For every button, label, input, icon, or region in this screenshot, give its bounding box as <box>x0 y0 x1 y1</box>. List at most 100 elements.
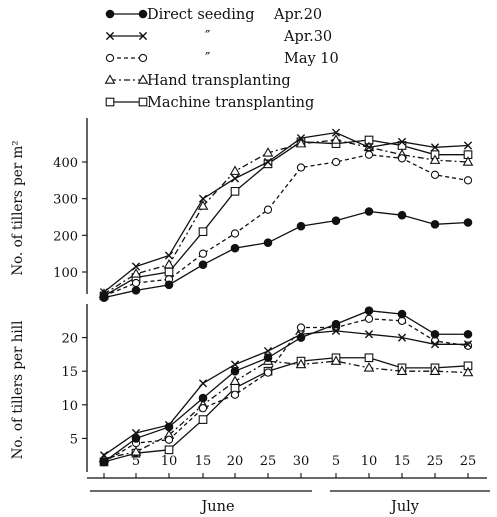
data-point <box>297 324 304 331</box>
panel-bottom: 5 10 15 20 No. of tillers per hill <box>10 304 472 472</box>
y-tick-label: 20 <box>61 332 78 347</box>
data-point <box>431 171 438 178</box>
legend-method: Direct seeding <box>147 7 254 23</box>
series-ds_apr20 <box>100 307 472 466</box>
data-point <box>464 330 472 338</box>
data-point <box>231 175 238 182</box>
series-ds_may10 <box>100 151 471 299</box>
x-tick-label: 25 <box>427 454 444 469</box>
data-point <box>365 208 373 216</box>
data-point <box>132 287 140 295</box>
data-point <box>231 167 240 175</box>
data-point <box>464 177 471 184</box>
data-point <box>165 281 173 289</box>
series-line <box>104 212 468 298</box>
series-machine <box>100 136 472 299</box>
data-point <box>231 367 239 375</box>
data-point <box>297 164 304 171</box>
y-tick-label: 15 <box>61 365 78 380</box>
legend: Direct seeding Apr.20″ Apr.30″ May 10Hand t… <box>106 7 339 111</box>
x-tick-label: 25 <box>460 454 477 469</box>
data-point <box>431 330 439 338</box>
series-ds_may10 <box>100 315 471 465</box>
x-tick-label: 25 <box>260 454 277 469</box>
panel-top: 100 200 300 400 No. of tillers per m² <box>10 118 472 301</box>
x-tick-label: 15 <box>195 454 212 469</box>
data-point <box>464 219 472 227</box>
series-machine <box>100 354 472 466</box>
x-tick-label: 5 <box>132 454 140 469</box>
data-point <box>199 394 207 402</box>
data-point <box>132 279 139 286</box>
x-tick-label: 15 <box>394 454 411 469</box>
legend-method: ″ <box>205 51 211 67</box>
data-point <box>165 260 174 268</box>
legend-date: Apr.20 <box>273 7 322 23</box>
series-line <box>104 155 468 296</box>
series-ds_apr20 <box>100 208 472 302</box>
legend-marker <box>106 54 113 61</box>
legend-entry-machine: Machine transplanting <box>106 95 314 111</box>
data-point <box>464 342 471 349</box>
data-point <box>165 268 173 276</box>
data-point <box>165 423 173 431</box>
legend-marker <box>139 54 146 61</box>
data-point <box>365 307 373 315</box>
data-point <box>264 369 271 376</box>
data-point <box>231 244 239 252</box>
data-point <box>231 377 240 385</box>
series-line <box>104 331 468 455</box>
legend-method: ″ <box>205 29 211 45</box>
data-point <box>231 188 239 196</box>
data-point <box>365 315 372 322</box>
legend-entry-ds_apr20: Direct seeding Apr.20 <box>106 7 322 23</box>
y-tick-label: 10 <box>61 399 78 414</box>
legend-entry-ds_apr30: ″ Apr.30 <box>106 29 332 45</box>
data-point <box>398 310 406 318</box>
data-point <box>199 228 207 236</box>
x-tick-label: 1 <box>100 454 108 469</box>
data-point <box>365 354 373 362</box>
x-group-label: June <box>199 499 234 515</box>
data-point <box>199 261 207 269</box>
series-ds_apr30 <box>100 129 471 296</box>
series-hand <box>100 357 473 462</box>
y-axis-label: No. of tillers per hill <box>10 321 26 460</box>
data-point <box>365 363 374 371</box>
legend-marker <box>106 75 115 83</box>
x-group-label: July <box>389 499 420 515</box>
data-point <box>132 435 140 443</box>
data-point <box>199 405 206 412</box>
legend-entry-ds_may10: ″ May 10 <box>106 51 338 67</box>
y-axis-label: No. of tillers per m² <box>10 140 26 275</box>
data-point <box>264 206 271 213</box>
data-point <box>398 155 405 162</box>
data-point <box>297 222 305 230</box>
series-line <box>104 358 468 462</box>
data-point <box>365 151 372 158</box>
legend-marker <box>139 10 147 18</box>
series-line <box>104 311 468 462</box>
series-line <box>104 361 468 458</box>
data-point <box>165 446 173 454</box>
data-point <box>332 158 339 165</box>
x-tick-label: 10 <box>161 454 178 469</box>
data-point <box>231 391 238 398</box>
legend-date: May 10 <box>284 51 339 67</box>
data-point <box>332 320 340 328</box>
series-hand <box>100 135 473 297</box>
y-tick-label: 100 <box>53 266 78 281</box>
data-point <box>332 217 340 225</box>
data-point <box>264 239 272 247</box>
data-point <box>431 221 439 229</box>
data-point <box>199 380 206 387</box>
y-tick-label: 200 <box>53 229 78 244</box>
data-point <box>100 294 108 302</box>
data-point <box>297 334 305 342</box>
x-tick-label: 10 <box>361 454 378 469</box>
legend-method: Machine transplanting <box>147 95 314 111</box>
data-point <box>199 416 207 424</box>
data-point <box>264 354 272 362</box>
